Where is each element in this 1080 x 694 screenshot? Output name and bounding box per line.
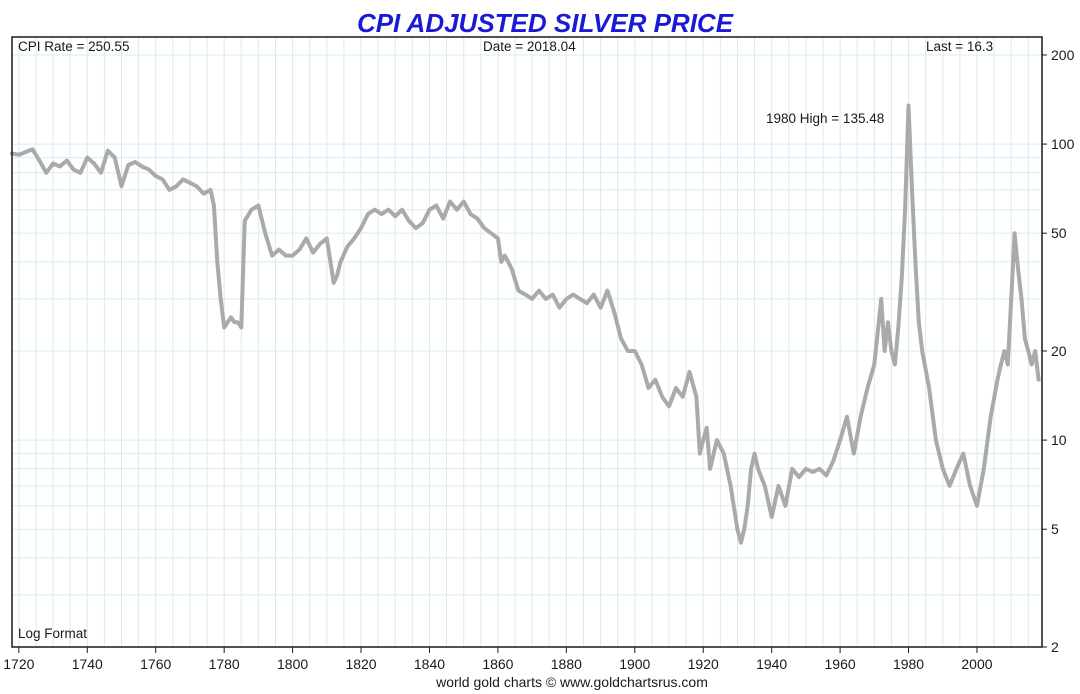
chart-title: CPI ADJUSTED SILVER PRICE — [357, 8, 734, 38]
plot-frame — [11, 36, 1043, 648]
grid — [12, 37, 1042, 647]
x-tick-label: 1880 — [551, 656, 582, 672]
date-label: Date = 2018.04 — [483, 39, 576, 54]
x-tick-label: 1980 — [893, 656, 924, 672]
y-axis: 2 5 10 20 50 100 200 — [1042, 47, 1075, 655]
x-tick-label: 2000 — [961, 656, 992, 672]
x-tick-label: 1780 — [209, 656, 240, 672]
log-format-label: Log Format — [18, 626, 87, 641]
cpi-rate-label: CPI Rate = 250.55 — [18, 39, 129, 54]
x-tick-label: 1900 — [619, 656, 650, 672]
x-tick-label: 1740 — [72, 656, 103, 672]
x-tick-label: 1860 — [482, 656, 513, 672]
x-tick-label: 1960 — [825, 656, 856, 672]
silver-price-line — [10, 103, 1041, 545]
x-tick-label: 1840 — [414, 656, 445, 672]
x-tick-label: 1720 — [3, 656, 34, 672]
x-tick-label: 1760 — [140, 656, 171, 672]
x-tick-label: 1800 — [277, 656, 308, 672]
y-tick-label: 200 — [1051, 47, 1075, 63]
y-tick-label: 2 — [1051, 639, 1059, 655]
x-tick-label: 1820 — [345, 656, 376, 672]
y-tick-label: 5 — [1051, 521, 1059, 537]
y-tick-label: 20 — [1051, 343, 1067, 359]
y-tick-label: 10 — [1051, 432, 1067, 448]
x-tick-label: 1920 — [688, 656, 719, 672]
y-tick-label: 100 — [1051, 136, 1075, 152]
x-tick-label: 1940 — [756, 656, 787, 672]
x-axis: 1720 1740 1760 1780 1800 1820 1840 1860 1880 1900… — [3, 647, 993, 672]
last-value-label: Last = 16.3 — [926, 39, 993, 54]
high-annotation: 1980 High = 135.48 — [766, 111, 884, 126]
y-tick-label: 50 — [1051, 225, 1067, 241]
source-credit: world gold charts © www.goldchartsrus.co… — [435, 674, 708, 690]
